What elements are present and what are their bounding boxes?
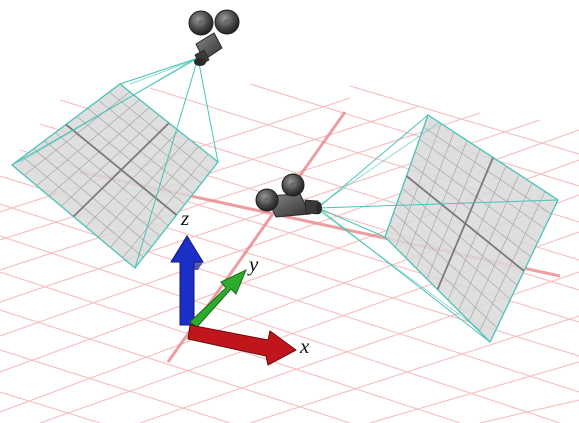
- y-axis-label: y: [247, 252, 259, 276]
- left-camera-frustum: [11, 57, 219, 269]
- z-axis-label: z: [180, 206, 189, 230]
- x-axis-label: x: [299, 334, 310, 358]
- right-image-plane: [384, 114, 559, 344]
- z-axis-arrow: [170, 235, 204, 326]
- movie-camera-icon: [188, 9, 240, 66]
- y-axis-arrow: [189, 268, 247, 328]
- x-axis-arrow: [187, 324, 297, 366]
- movie-camera-icon: [255, 173, 322, 218]
- right-camera-frustum: [317, 114, 559, 343]
